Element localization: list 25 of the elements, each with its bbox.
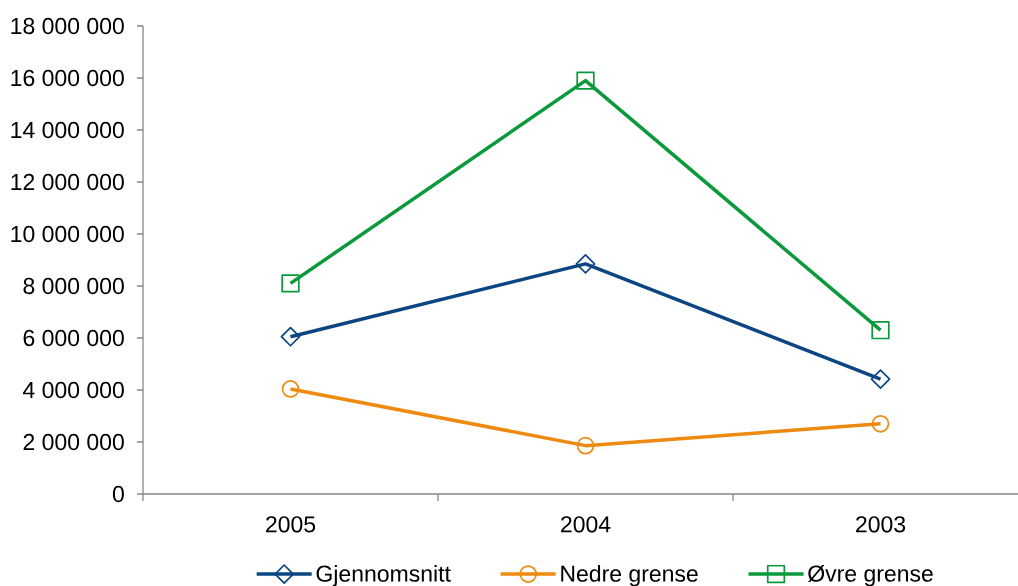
point <box>871 321 890 340</box>
x-tick-label: 2005 <box>266 516 316 533</box>
point <box>871 414 890 433</box>
y-tick-label: 6 000 000 <box>23 329 124 347</box>
legend-label: Nedre grense <box>561 564 698 586</box>
point <box>576 436 595 455</box>
y-tick-label: 12 000 000 <box>11 173 124 191</box>
legend-label: Øvre grense <box>808 565 933 586</box>
point <box>280 326 301 347</box>
point <box>870 369 891 389</box>
point <box>576 71 595 90</box>
y-tick-label: 14 000 000 <box>11 121 124 139</box>
y-tick-label: 4 000 000 <box>23 381 124 399</box>
point <box>281 380 300 398</box>
y-tick-label: 0 <box>112 485 124 503</box>
point <box>575 254 596 274</box>
y-tick-label: 8 000 000 <box>23 277 124 295</box>
x-tick-label: 2003 <box>856 516 906 533</box>
y-tick-label: 10 000 000 <box>11 225 124 243</box>
point <box>281 274 300 293</box>
legend-label: Gjennomsnitt <box>316 564 451 586</box>
y-tick-label: 18 000 000 <box>11 17 124 35</box>
y-tick-label: 16 000 000 <box>11 69 124 87</box>
y-tick-label: 2 000 000 <box>23 433 124 451</box>
x-tick-label: 2004 <box>561 516 611 533</box>
